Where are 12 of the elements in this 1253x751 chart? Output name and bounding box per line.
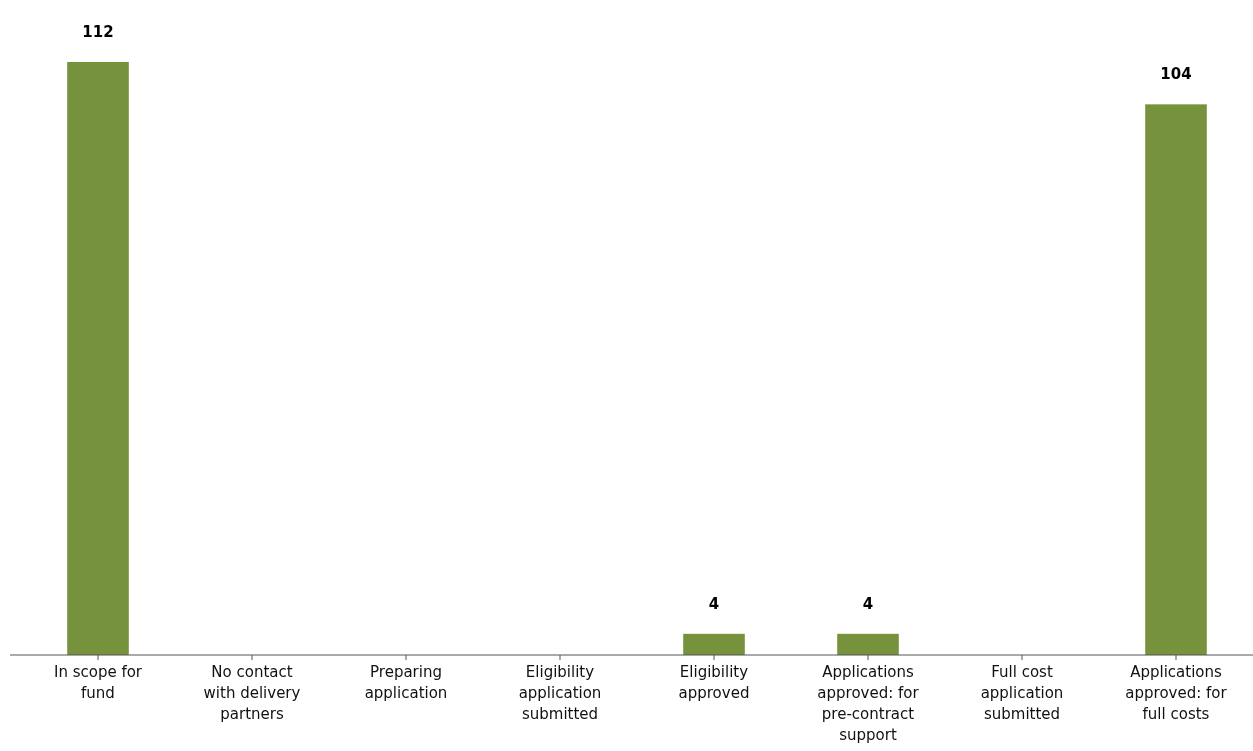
x-tick-label: Eligibility application submitted	[518, 663, 602, 723]
data-label: 4	[862, 594, 874, 613]
x-tick-label: No contact with delivery partners	[203, 663, 301, 723]
x-tick-label: Applications approved: for pre-contract support	[817, 663, 920, 744]
x-tick-label: Eligibility approved	[678, 663, 750, 702]
data-label: 4	[708, 594, 720, 613]
x-tick-label: Applications approved: for full costs	[1125, 663, 1228, 723]
x-tick-label: In scope for fund	[53, 663, 143, 702]
data-label: 104	[1160, 65, 1192, 84]
x-tick-label: Preparing application	[364, 663, 448, 702]
data-label: 112	[82, 23, 114, 41]
x-tick-label: Full cost application submitted	[980, 663, 1064, 723]
